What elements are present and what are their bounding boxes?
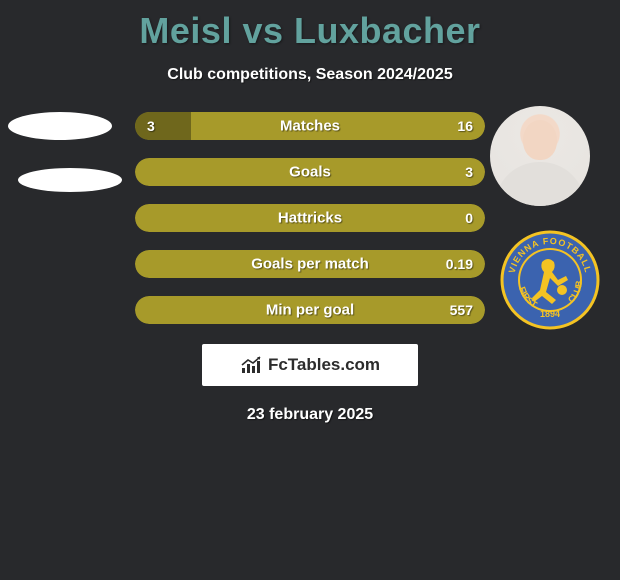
bar-label: Hattricks [278,210,342,227]
bar-fill-left [135,112,191,140]
ellipse-icon [8,112,112,140]
club-badge-right: VIENNA FOOTBALL FIRST CLUB 1894 [500,230,600,330]
bars-container: Matches 3 16 Goals 3 Hattricks 0 Goals per matc… [135,112,485,324]
stat-bar: Hattricks 0 [135,204,485,232]
player-left-silhouette-2 [18,168,122,192]
stat-bar: Min per goal 557 [135,296,485,324]
stat-bar: Goals per match 0.19 [135,250,485,278]
bar-label: Goals per match [251,256,369,273]
bar-value-right: 16 [457,118,473,134]
avatar-icon [490,106,590,206]
bar-value-right: 557 [450,302,473,318]
bar-value-right: 0 [465,210,473,226]
comparison-chart: VIENNA FOOTBALL FIRST CLUB 1894 Matches3… [0,112,620,324]
player-right-photo [490,106,590,206]
page-title: Meisl vs Luxbacher [0,0,620,52]
svg-text:1894: 1894 [540,309,560,319]
stat-bar: Matches 3 16 [135,112,485,140]
stat-bar: Goals 3 [135,158,485,186]
bar-value-right: 0.19 [446,256,473,272]
branding-text: FcTables.com [268,355,380,375]
date-text: 23 february 2025 [0,406,620,424]
club-badge-icon: VIENNA FOOTBALL FIRST CLUB 1894 [500,230,600,330]
chart-icon [240,356,262,374]
ellipse-icon [18,168,122,192]
bar-label: Min per goal [266,302,354,319]
subtitle: Club competitions, Season 2024/2025 [0,66,620,84]
bar-label: Goals [289,164,331,181]
bar-value-left: 3 [147,118,155,134]
branding-badge: FcTables.com [202,344,418,386]
bar-label: Matches [280,118,340,135]
bar-value-right: 3 [465,164,473,180]
player-left-silhouette-1 [8,112,112,140]
